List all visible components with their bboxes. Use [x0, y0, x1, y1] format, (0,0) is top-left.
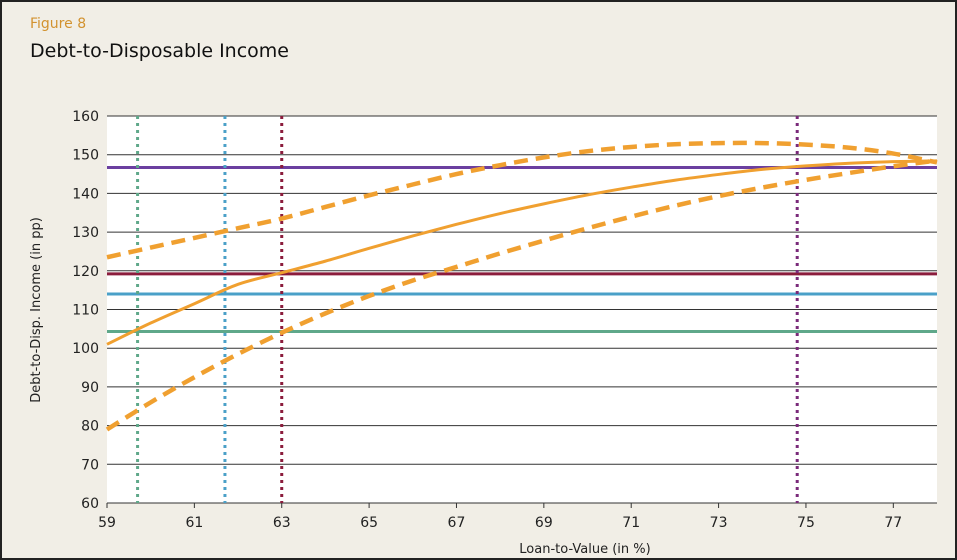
x-tick-label: 61	[185, 515, 203, 531]
x-axis-title: Loan-to-Value (in %)	[519, 542, 650, 557]
y-tick-label: 70	[81, 457, 99, 473]
x-tick-label: 65	[360, 515, 378, 531]
series-group	[105, 140, 938, 432]
x-tick-label: 59	[98, 515, 116, 531]
x-tick-label: 67	[448, 515, 466, 531]
y-tick-label: 120	[72, 264, 99, 280]
y-tick-label: 150	[72, 148, 99, 164]
x-tick-labels: 59 61 63 65 67 69 71 73 75 77	[98, 515, 902, 531]
y-tick-labels: 60 70 80 90 100 110 120 130 140 150 160	[72, 109, 99, 512]
x-tick-label: 63	[273, 515, 291, 531]
y-tick-label: 80	[81, 419, 99, 435]
x-tick-label: 77	[884, 515, 902, 531]
dashed-series-line	[106, 140, 938, 260]
solid-series-line	[106, 159, 938, 346]
y-tick-label: 90	[81, 380, 99, 396]
dashed-series-line	[105, 158, 938, 432]
y-tick-label: 160	[72, 109, 99, 125]
x-tick-label: 71	[622, 515, 640, 531]
chart-title: Debt-to-Disposable Income	[30, 40, 289, 62]
x-tick-label: 73	[710, 515, 728, 531]
y-tick-label: 140	[72, 186, 99, 202]
y-tick-label: 60	[81, 496, 99, 512]
y-tick-label: 110	[72, 303, 99, 319]
x-tick-label: 75	[797, 515, 815, 531]
y-tick-label: 100	[72, 341, 99, 357]
y-axis-title: Debt-to-Disp. Income (in pp)	[29, 217, 44, 403]
figure-label: Figure 8	[30, 16, 87, 32]
y-tick-label: 130	[72, 225, 99, 241]
x-tick-label: 69	[535, 515, 553, 531]
